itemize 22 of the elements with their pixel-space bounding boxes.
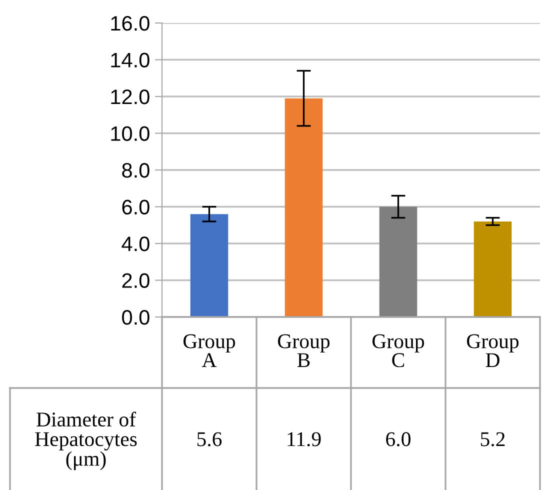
x-tick-label: Group D <box>466 334 519 367</box>
data-label: 5.6 <box>197 432 222 446</box>
text: Diameter of Hepatocytes (μm) <box>35 412 137 470</box>
y-tick-label: 8.0 <box>122 163 150 178</box>
x-tick-label: Group C <box>372 334 424 368</box>
bar <box>474 221 512 317</box>
y-tick-label: 14.0 <box>111 52 150 68</box>
y-tick-label: 6.0 <box>122 200 150 215</box>
data-label: 11.9 <box>288 432 321 446</box>
y-tick-label: 16.0 <box>111 16 150 31</box>
y-tick-label: 2.0 <box>122 273 150 288</box>
y-tick-label: 0.0 <box>122 310 150 325</box>
y-tick-label: 10.0 <box>111 126 150 142</box>
bar <box>190 214 228 317</box>
x-tick-label: Group B <box>278 334 330 368</box>
data-label: 6.0 <box>386 432 410 446</box>
bar <box>379 206 418 317</box>
data-label: 5.2 <box>480 432 505 446</box>
bar <box>284 98 323 317</box>
y-tick-label: 4.0 <box>122 236 150 252</box>
x-tick-label: Group A <box>183 334 236 367</box>
y-tick-label: 12.0 <box>111 90 150 104</box>
